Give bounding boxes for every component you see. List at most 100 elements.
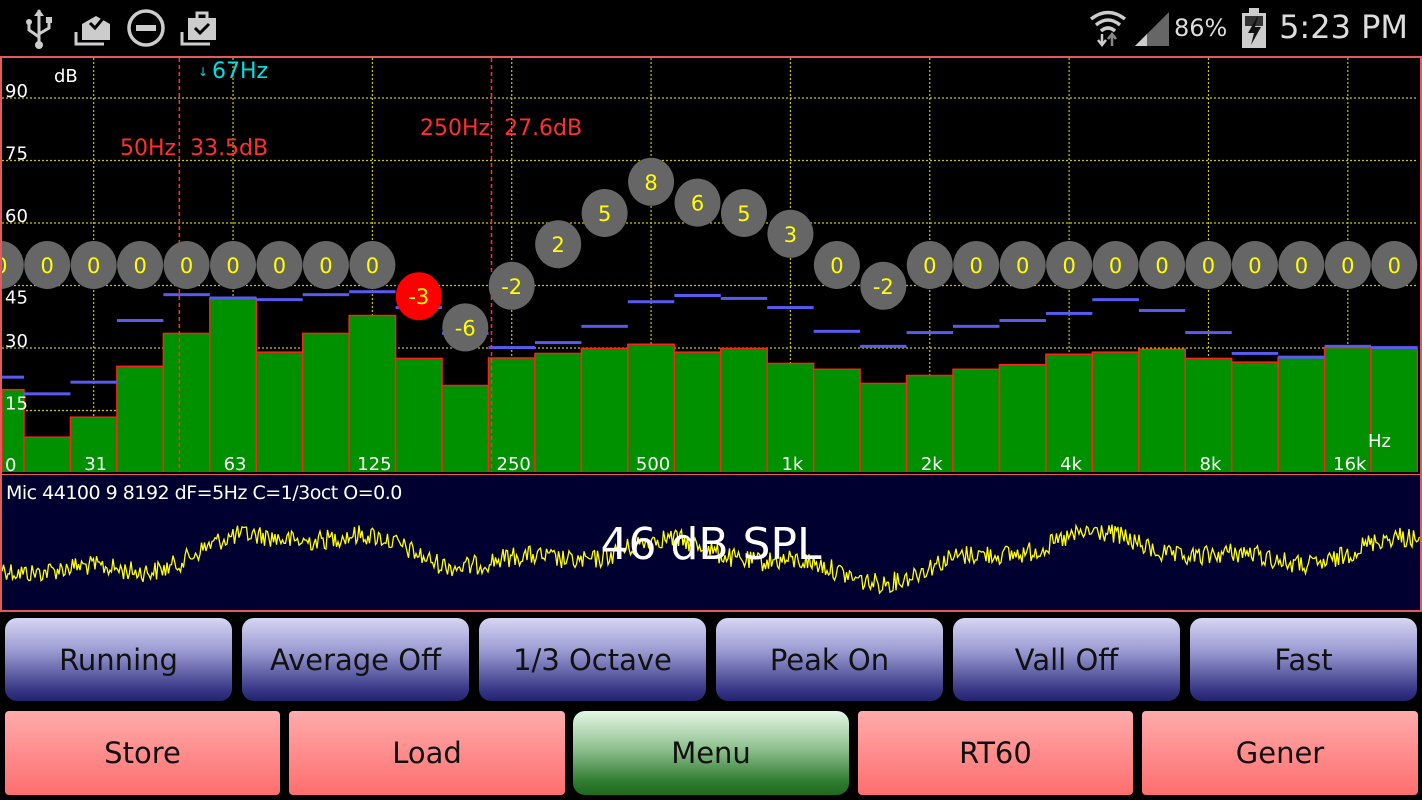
eq-knob-value: 6 [691,192,704,216]
eq-knob-1.25k[interactable] [813,241,860,289]
eq-knob-value: 3 [784,223,797,247]
cursor-frequency-label: 67Hz [212,59,268,84]
eq-knob-31.5[interactable] [70,241,117,289]
octave-mode-button[interactable]: 1/3 Octave [479,618,706,701]
eq-knob-5k[interactable] [1092,241,1139,289]
spectrum-bar-160 [394,357,443,472]
eq-knob-value: 8 [644,171,657,195]
eq-knob-6.3k[interactable] [1139,241,1186,289]
peak-hold-line-4k [1045,311,1093,315]
eq-knob-value: 0 [1155,254,1168,278]
waveform-panel: Mic 44100 9 8192 dF=5Hz C=1/3oct O=0.0 4… [0,475,1422,612]
peak-hold-line-10k [1231,351,1279,355]
x-tick-label: 31 [84,454,107,475]
eq-knob-10k[interactable] [1231,241,1278,289]
eq-knob-value: 0 [1248,254,1261,278]
eq-knob-20[interactable] [0,241,24,289]
generator-button[interactable]: Gener [1142,711,1418,795]
eq-knob-250[interactable] [488,261,535,310]
load-button[interactable]: Load [289,711,565,795]
eq-knob-value: 0 [1016,254,1029,278]
spectrum-bar-1k [766,362,815,472]
valley-toggle-button[interactable]: Vall Off [953,618,1180,701]
spectrum-bar-100 [301,332,350,472]
eq-knob-value: 5 [737,202,750,226]
y-tick-label: 45 [5,288,28,309]
marker-label-50hz: 50Hz 33.5dB [120,136,268,161]
eq-knob-200[interactable] [442,303,489,352]
spectrum-bar-20 [2,388,25,472]
eq-knob-12.5k[interactable] [1278,241,1325,289]
peak-hold-line-1.6k [860,344,907,348]
spectrum-bar-40 [116,365,165,472]
peak-hold-line-50 [163,293,210,297]
eq-knob-630[interactable] [674,178,721,227]
speed-button[interactable]: Fast [1190,618,1417,701]
usb-icon [26,9,52,49]
eq-knob-value: 2 [551,233,564,257]
eq-knob-40[interactable] [117,241,164,289]
spectrum-bar-630 [673,351,722,472]
do-not-disturb-icon [127,9,165,47]
eq-knob-1.6k[interactable] [860,261,907,310]
eq-knob-500[interactable] [628,157,675,206]
eq-knob-value: 0 [87,254,100,278]
x-tick-label: 1k [781,454,803,475]
eq-knob-value: 0 [1341,254,1354,278]
peak-hold-line-100 [302,293,350,297]
peak-hold-line-2k [906,331,953,335]
peak-hold-line-6.3k [1138,309,1186,312]
peak-hold-line-12.5k [1278,355,1325,359]
average-toggle-button[interactable]: Average Off [242,618,469,701]
eq-knob-63[interactable] [210,241,257,289]
eq-knob-800[interactable] [720,189,767,237]
eq-knob-160[interactable] [395,272,442,321]
eq-knob-4k[interactable] [1046,241,1093,289]
peak-hold-line-20k [1371,346,1418,350]
spectrum-bar-50 [162,332,211,472]
eq-knob-100[interactable] [302,241,349,289]
eq-knob-20k[interactable] [1371,241,1418,289]
eq-knob-50[interactable] [163,241,210,289]
x-axis-unit: Hz [1368,431,1391,452]
eq-knob-125[interactable] [349,241,396,289]
eq-knob-value: 0 [1388,254,1401,278]
peak-hold-line-5k [1092,298,1139,302]
eq-knob-1k[interactable] [767,209,814,258]
menu-button[interactable]: Menu [573,711,849,795]
eq-knob-25[interactable] [24,241,71,289]
peak-hold-line-31.5 [70,380,117,384]
eq-knob-value: 0 [1295,254,1308,278]
running-button[interactable]: Running [5,618,232,701]
spectrum-bar-6.3k [1138,348,1187,472]
eq-knob-16k[interactable] [1324,241,1371,289]
clock: 5:23 PM [1279,8,1408,46]
eq-knob-value: -2 [873,275,894,299]
eq-knob-3.15k[interactable] [999,241,1046,289]
eq-knob-value: 0 [319,254,332,278]
wifi-icon [1089,10,1127,48]
eq-knob-8k[interactable] [1185,241,1232,289]
x-tick-label: 250 [497,454,531,475]
eq-knob-value: 0 [830,254,843,278]
eq-knob-value: 0 [1202,254,1215,278]
peak-hold-line-63 [209,296,257,300]
peak-hold-line-630 [674,294,721,297]
eq-knob-value: 0 [1062,254,1075,278]
eq-knob-2.5k[interactable] [953,241,1000,289]
eq-knob-2k[interactable] [906,241,953,289]
peak-toggle-button[interactable]: Peak On [716,618,943,701]
battery-percentage: 86% [1174,14,1228,42]
eq-knob-400[interactable] [581,189,628,237]
spectrum-bar-5k [1091,351,1140,472]
eq-knob-80[interactable] [256,241,303,289]
eq-knob-315[interactable] [535,220,582,269]
peak-hold-line-500 [627,300,675,304]
eq-knob-value: 5 [598,202,611,226]
peak-hold-line-40 [116,319,164,322]
y-axis-unit: dB [54,66,78,87]
rt60-button[interactable]: RT60 [858,711,1133,795]
store-button[interactable]: Store [5,711,280,795]
spectrum-bar-125 [348,314,397,472]
